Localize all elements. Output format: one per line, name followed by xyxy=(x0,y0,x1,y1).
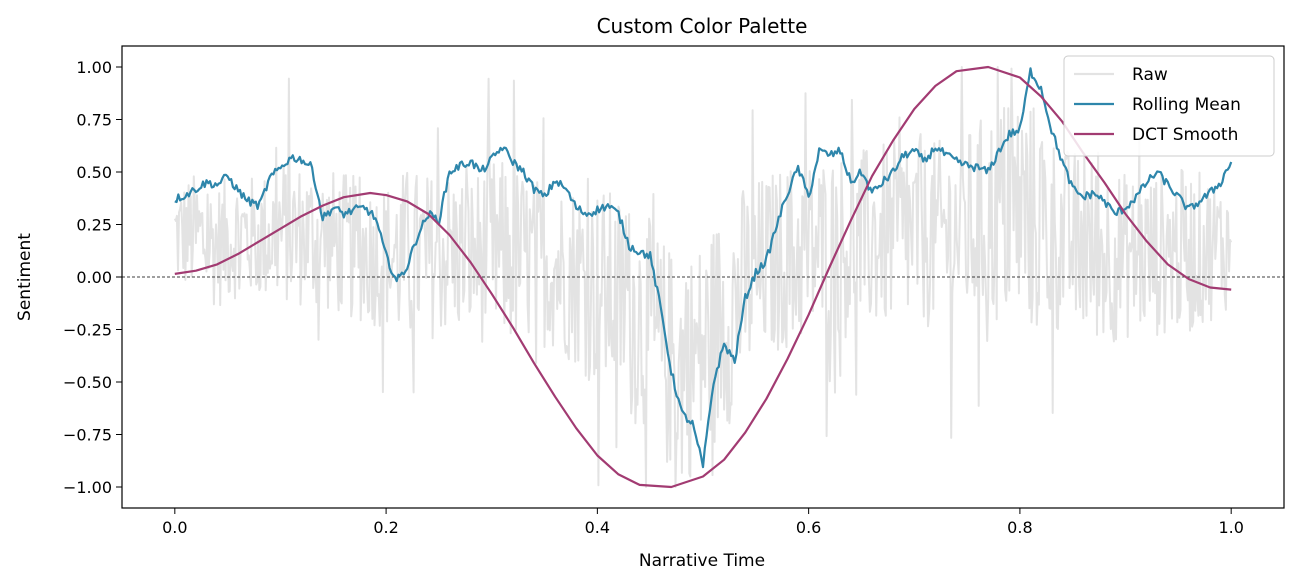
legend-box xyxy=(1063,55,1275,157)
x-tick-label: 0.2 xyxy=(373,518,398,537)
x-tick-label: 0.4 xyxy=(585,518,610,537)
y-tick-label: −1.00 xyxy=(63,478,112,497)
x-axis-title: Narrative Time xyxy=(639,551,765,571)
x-tick-label: 0.0 xyxy=(162,518,187,537)
y-tick-label: −0.50 xyxy=(63,373,112,392)
plot-frame xyxy=(121,45,1285,509)
legend-label-raw: Raw xyxy=(1132,65,1168,85)
series-line-rolling-mean xyxy=(174,67,1233,469)
y-tick-label: 1.00 xyxy=(76,58,112,77)
legend-label-rolling-mean: Rolling Mean xyxy=(1132,95,1241,115)
y-tick-label: 0.75 xyxy=(76,111,112,130)
y-axis-ticks: 1.00 0.75 0.50 0.25 0.00 −0.25 −0.50 −0.75 −1.00 xyxy=(63,58,122,497)
y-axis-title: Sentiment xyxy=(15,233,35,321)
y-tick-label: 0.00 xyxy=(76,268,112,287)
plot-series xyxy=(122,65,1284,489)
y-tick-label: 0.50 xyxy=(76,163,112,182)
x-tick-label: 1.0 xyxy=(1218,518,1243,537)
y-tick-label: −0.75 xyxy=(63,426,112,445)
x-tick-label: 0.8 xyxy=(1007,518,1032,537)
series-line-raw xyxy=(173,66,1233,488)
y-tick-label: −0.25 xyxy=(63,321,112,340)
legend: Raw Rolling Mean DCT Smooth xyxy=(1063,55,1275,157)
x-axis-ticks: 0.0 0.2 0.4 0.6 0.8 1.0 xyxy=(162,508,1244,537)
legend-label-dct-smooth: DCT Smooth xyxy=(1132,125,1238,145)
y-tick-label: 0.25 xyxy=(76,216,112,235)
x-tick-label: 0.6 xyxy=(796,518,821,537)
chart-title: Custom Color Palette xyxy=(597,14,808,38)
series-line-dct-smooth xyxy=(174,65,1232,489)
